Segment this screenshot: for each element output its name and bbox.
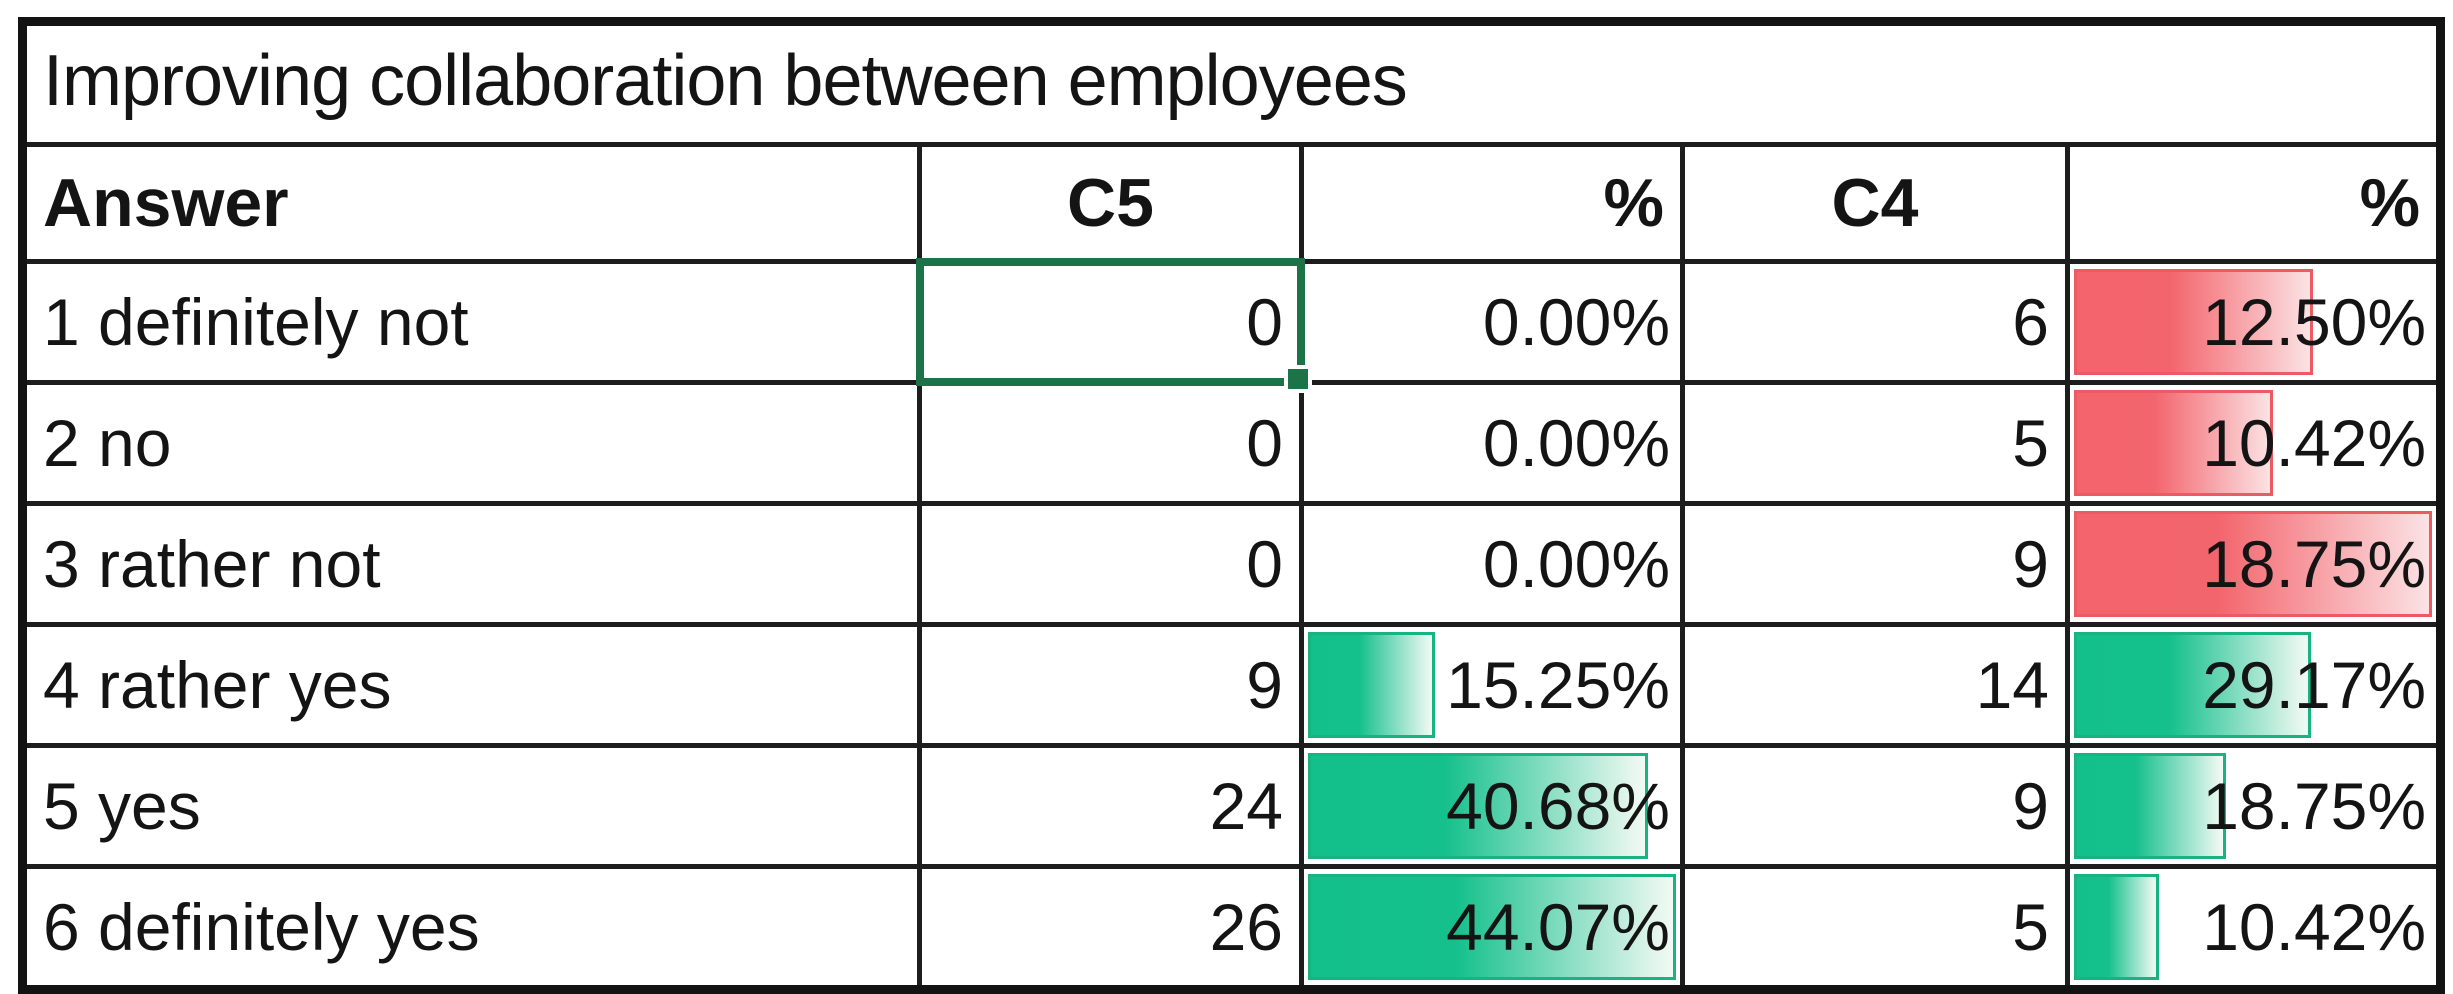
c4-pct-cell[interactable]: 12.50% <box>2064 259 2444 385</box>
col-header-c5-pct[interactable]: % <box>1299 142 1685 264</box>
c4-pct-cell[interactable]: 10.42% <box>2064 380 2444 506</box>
c4-data-bar <box>2074 874 2159 980</box>
c5-count-cell[interactable]: 24 <box>917 743 1304 869</box>
c5-pct-cell[interactable]: 15.25% <box>1299 622 1685 748</box>
c4-data-bar <box>2074 269 2313 375</box>
c5-pct-cell[interactable]: 44.07% <box>1299 864 1685 992</box>
c4-data-bar <box>2074 632 2312 738</box>
answer-cell[interactable]: 6 definitely yes <box>20 864 922 992</box>
pct-value: 0.00% <box>1482 285 1670 359</box>
c5-count-cell[interactable]: 26 <box>917 864 1304 992</box>
c4-pct-cell[interactable]: 29.17% <box>2064 622 2444 748</box>
c4-pct-cell[interactable]: 18.75% <box>2064 743 2444 869</box>
pct-value: 18.75% <box>2202 769 2427 843</box>
c5-pct-cell[interactable]: 0.00% <box>1299 380 1685 506</box>
c4-count-cell[interactable]: 9 <box>1680 501 2070 627</box>
pct-value: 0.00% <box>1482 527 1670 601</box>
c4-count-cell[interactable]: 6 <box>1680 259 2070 385</box>
pct-value: 12.50% <box>2202 285 2427 359</box>
table-row: 1 definitely not 0 0.00% 6 12.50% <box>20 258 2444 393</box>
c4-count-cell[interactable]: 9 <box>1680 743 2070 869</box>
survey-results-table: Improving collaboration between employee… <box>18 17 2446 994</box>
table-row: 3 rather not 0 0.00% 9 18.75% <box>20 501 2444 627</box>
c5-data-bar <box>1308 874 1676 980</box>
c5-count-cell[interactable]: 0 <box>917 501 1304 627</box>
table-title-cell[interactable]: Improving collaboration between employee… <box>19 19 2444 147</box>
answer-cell[interactable]: 3 rather not <box>20 501 922 627</box>
table-header-row: Answer C5 % C4 % <box>20 142 2444 264</box>
table-row: 4 rather yes 9 15.25% 14 29.17% <box>20 622 2444 748</box>
pct-value: 10.42% <box>2202 406 2427 480</box>
pct-value: 44.07% <box>1446 890 1670 964</box>
col-header-c5[interactable]: C5 <box>917 142 1304 264</box>
col-header-c4[interactable]: C4 <box>1680 142 2070 264</box>
col-header-answer[interactable]: Answer <box>20 142 922 264</box>
answer-cell[interactable]: 2 no <box>20 380 922 506</box>
c5-pct-cell[interactable]: 0.00% <box>1299 259 1685 385</box>
table-row: 5 yes 24 40.68% 9 18.75% <box>20 743 2444 869</box>
c5-count-cell[interactable]: 0 <box>916 258 1312 393</box>
table-row: 2 no 0 0.00% 5 10.42% <box>20 380 2444 506</box>
c4-pct-cell[interactable]: 18.75% <box>2064 501 2444 627</box>
table-title-row: Improving collaboration between employee… <box>19 19 2444 147</box>
answer-cell[interactable]: 5 yes <box>20 743 922 869</box>
pct-value: 40.68% <box>1446 769 1670 843</box>
pct-value: 18.75% <box>2202 527 2427 601</box>
c4-count-cell[interactable]: 5 <box>1680 380 2070 506</box>
fill-handle[interactable] <box>1284 365 1312 393</box>
spreadsheet-canvas: Improving collaboration between employee… <box>18 17 2446 994</box>
c5-count-cell[interactable]: 0 <box>917 380 1304 506</box>
pct-value: 10.42% <box>2202 890 2427 964</box>
c4-data-bar <box>2074 753 2227 859</box>
c4-count-cell[interactable]: 5 <box>1680 864 2070 992</box>
c5-data-bar <box>1308 753 1648 859</box>
c4-count-cell[interactable]: 14 <box>1680 622 2070 748</box>
c5-data-bar <box>1308 632 1436 738</box>
pct-value: 15.25% <box>1446 648 1670 722</box>
selection-border <box>916 258 1305 386</box>
pct-value: 0.00% <box>1482 406 1670 480</box>
answer-cell[interactable]: 1 definitely not <box>20 259 922 385</box>
c5-pct-cell[interactable]: 40.68% <box>1299 743 1685 869</box>
c4-data-bar <box>2074 390 2274 496</box>
pct-value: 29.17% <box>2202 648 2427 722</box>
c4-data-bar <box>2074 511 2433 617</box>
answer-cell[interactable]: 4 rather yes <box>20 622 922 748</box>
table-row: 6 definitely yes 26 44.07% 5 10.42% <box>20 864 2444 992</box>
col-header-c4-pct[interactable]: % <box>2064 142 2444 264</box>
c4-pct-cell[interactable]: 10.42% <box>2064 864 2444 992</box>
c5-pct-cell[interactable]: 0.00% <box>1299 501 1685 627</box>
c5-count-cell[interactable]: 9 <box>917 622 1304 748</box>
